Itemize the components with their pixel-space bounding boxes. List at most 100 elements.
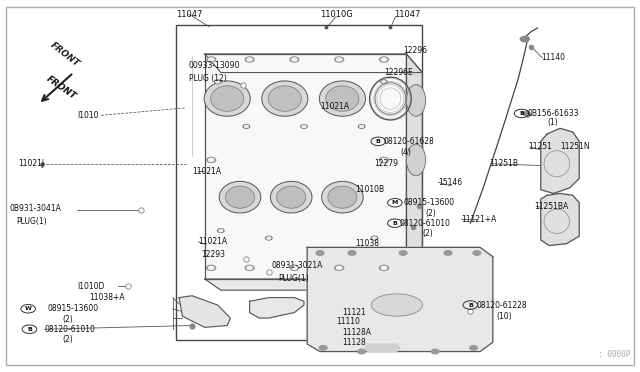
Circle shape [358, 125, 365, 128]
Ellipse shape [211, 86, 244, 111]
Text: 0B931-3041A: 0B931-3041A [10, 204, 61, 213]
Text: 12296E: 12296E [384, 68, 413, 77]
Circle shape [473, 251, 481, 255]
Circle shape [335, 57, 344, 62]
Text: B: B [468, 302, 473, 308]
Circle shape [290, 265, 299, 270]
Text: 11251: 11251 [528, 142, 552, 151]
Ellipse shape [406, 144, 426, 176]
Polygon shape [250, 298, 304, 318]
Text: 11251BA: 11251BA [534, 202, 569, 211]
Text: I1010: I1010 [77, 111, 99, 120]
Ellipse shape [204, 81, 250, 116]
Polygon shape [205, 54, 422, 73]
Polygon shape [365, 344, 400, 352]
Circle shape [266, 236, 272, 240]
Circle shape [267, 237, 271, 239]
Text: (10): (10) [496, 312, 511, 321]
Ellipse shape [406, 84, 426, 116]
Circle shape [207, 57, 216, 62]
Circle shape [470, 346, 477, 350]
Text: W: W [25, 306, 31, 311]
Text: 12293: 12293 [202, 250, 226, 259]
Ellipse shape [371, 294, 422, 316]
Text: PLUG(1): PLUG(1) [278, 275, 309, 283]
Ellipse shape [219, 181, 261, 213]
Circle shape [207, 157, 216, 163]
Ellipse shape [225, 186, 255, 208]
Polygon shape [205, 279, 422, 290]
Text: 11121: 11121 [342, 308, 366, 317]
Text: 11047: 11047 [175, 10, 202, 19]
Ellipse shape [319, 81, 365, 116]
Circle shape [292, 266, 297, 269]
Text: M: M [392, 200, 398, 205]
Text: 11121+A: 11121+A [461, 215, 496, 224]
Text: 11110: 11110 [336, 317, 360, 326]
Circle shape [302, 125, 306, 128]
Circle shape [219, 230, 223, 232]
Circle shape [245, 57, 254, 62]
Circle shape [301, 125, 307, 128]
Text: B: B [392, 221, 397, 226]
Circle shape [358, 349, 365, 354]
Polygon shape [541, 128, 579, 193]
Circle shape [319, 346, 327, 350]
Ellipse shape [326, 86, 359, 111]
Text: B: B [27, 327, 32, 332]
Text: 08120-61010: 08120-61010 [400, 219, 451, 228]
Polygon shape [205, 54, 406, 279]
Text: 08120-61010: 08120-61010 [45, 325, 95, 334]
Text: 08931-3021A: 08931-3021A [272, 262, 323, 270]
Circle shape [243, 125, 250, 128]
Text: 11021A: 11021A [192, 167, 221, 176]
Circle shape [380, 157, 388, 163]
Circle shape [216, 81, 220, 83]
Text: 11010G: 11010G [319, 10, 353, 19]
Text: (2): (2) [63, 335, 74, 344]
Circle shape [337, 58, 342, 61]
Circle shape [335, 265, 344, 270]
Circle shape [209, 266, 214, 269]
Text: B: B [519, 111, 524, 116]
Circle shape [372, 237, 376, 239]
Circle shape [214, 80, 221, 84]
Text: B: B [376, 139, 381, 144]
Circle shape [381, 80, 387, 84]
Circle shape [380, 265, 388, 270]
Circle shape [244, 125, 248, 128]
Text: (4): (4) [400, 148, 411, 157]
Text: FRONT: FRONT [49, 41, 81, 69]
Ellipse shape [322, 181, 364, 213]
Circle shape [399, 251, 407, 255]
Circle shape [382, 81, 386, 83]
Text: 00933-13090: 00933-13090 [189, 61, 240, 70]
Text: 11021J: 11021J [18, 159, 44, 168]
Circle shape [316, 251, 324, 255]
Text: 11140: 11140 [541, 53, 564, 62]
Text: PLUG(1): PLUG(1) [16, 217, 47, 226]
Circle shape [247, 58, 252, 61]
Text: 11047: 11047 [394, 10, 420, 19]
Polygon shape [522, 111, 531, 117]
Ellipse shape [276, 186, 306, 208]
Circle shape [381, 266, 387, 269]
Text: 11251B: 11251B [490, 159, 518, 168]
Text: 08915-13600: 08915-13600 [403, 198, 454, 207]
Circle shape [245, 265, 254, 270]
Circle shape [218, 229, 224, 232]
Text: 11021A: 11021A [320, 102, 349, 110]
Ellipse shape [328, 186, 357, 208]
Text: (2): (2) [63, 315, 74, 324]
Circle shape [337, 266, 342, 269]
Circle shape [431, 349, 439, 354]
Text: 0B156-61633: 0B156-61633 [528, 109, 579, 118]
Text: 12296: 12296 [403, 46, 428, 55]
Text: 15146: 15146 [438, 178, 463, 187]
Circle shape [209, 158, 214, 161]
Circle shape [348, 251, 356, 255]
Polygon shape [406, 54, 422, 290]
Text: : 0000P: : 0000P [598, 350, 630, 359]
Text: 11251N: 11251N [560, 142, 589, 151]
Text: PLUG (12): PLUG (12) [189, 74, 227, 83]
